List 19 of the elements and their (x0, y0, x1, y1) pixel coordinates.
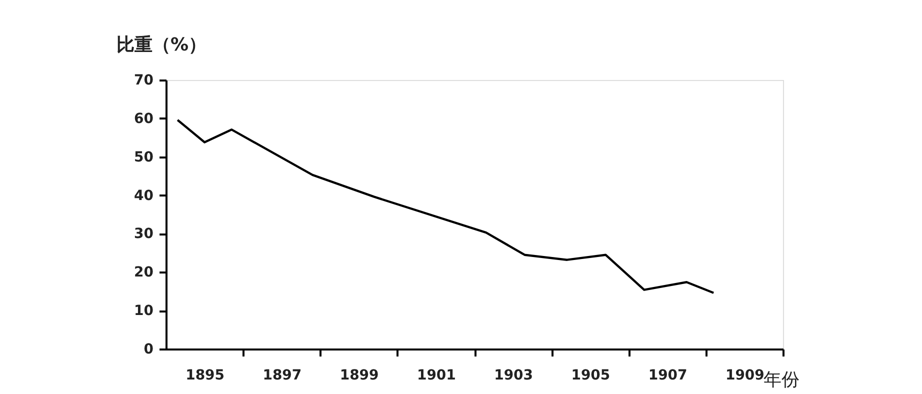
y-tick-label: 20 (134, 264, 154, 281)
x-tick-label: 1907 (648, 368, 688, 384)
y-tick-label: 0 (144, 342, 154, 358)
x-tick-label: 1901 (416, 368, 456, 384)
x-tick-label: 1895 (186, 368, 225, 384)
y-tick-label: 60 (134, 110, 154, 127)
x-tick-label: 1909 (725, 368, 764, 384)
y-axis-title: 比重（%） (116, 34, 207, 56)
x-tick-label: 1899 (340, 368, 379, 384)
y-tick-label: 70 (134, 72, 154, 88)
x-tick-label: 1905 (571, 368, 610, 384)
y-tick-label: 10 (134, 303, 154, 320)
x-tick-label: 1897 (262, 368, 302, 384)
y-tick-label: 40 (134, 188, 154, 204)
x-axis-title: 年份 (764, 370, 800, 390)
x-tick-label: 1903 (494, 368, 534, 384)
y-tick-label: 50 (134, 149, 154, 166)
line-series (176, 118, 715, 294)
y-tick-label: 30 (134, 226, 154, 242)
